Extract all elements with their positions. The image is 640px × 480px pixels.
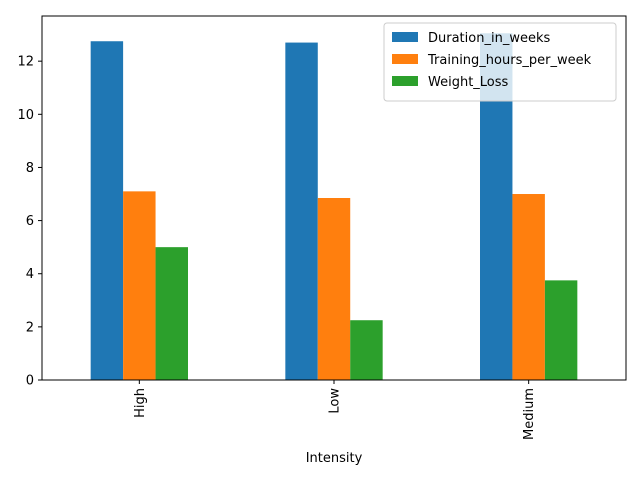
y-tick-label: 4: [26, 267, 34, 282]
x-tick-label-high: High: [133, 388, 148, 418]
y-tick-label: 0: [26, 374, 34, 389]
y-axis: 0 2 4 6 8 10 12: [17, 55, 42, 389]
y-tick-label: 12: [17, 55, 34, 70]
x-tick-label-medium: Medium: [522, 388, 537, 440]
y-tick-label: 6: [26, 214, 34, 229]
bar-training-hours-per-week-high: [123, 191, 156, 380]
bar-weight-loss-medium: [544, 280, 578, 380]
legend-swatch-duration-in-weeks: [392, 32, 418, 42]
bar-training-hours-per-week-low: [317, 198, 351, 380]
x-axis-label: Intensity: [306, 451, 363, 466]
x-tick-label-low: Low: [328, 388, 343, 414]
bar-duration-in-weeks-low: [285, 42, 318, 381]
legend-box: [383, 22, 617, 102]
y-tick-label: 2: [26, 320, 34, 335]
legend-label-duration-in-weeks: Duration_in_weeks: [428, 31, 550, 46]
legend: Duration_in_weeks Training_hours_per_week…: [383, 22, 617, 102]
legend-label-weight-loss: Weight_Loss: [428, 75, 509, 90]
bar-training-hours-per-week-medium: [512, 194, 545, 380]
legend-label-training-hours-per-week: Training_hours_per_week: [427, 53, 592, 68]
y-tick-label: 8: [26, 161, 34, 176]
bars-group: [90, 33, 578, 381]
bar-weight-loss-high: [155, 247, 188, 380]
y-tick-label: 10: [17, 108, 34, 123]
legend-swatch-weight-loss: [392, 76, 418, 86]
bar-weight-loss-low: [350, 320, 383, 380]
x-axis: High Low Medium: [133, 380, 537, 440]
legend-swatch-training-hours-per-week: [392, 54, 418, 64]
bar-duration-in-weeks-high: [90, 41, 124, 380]
